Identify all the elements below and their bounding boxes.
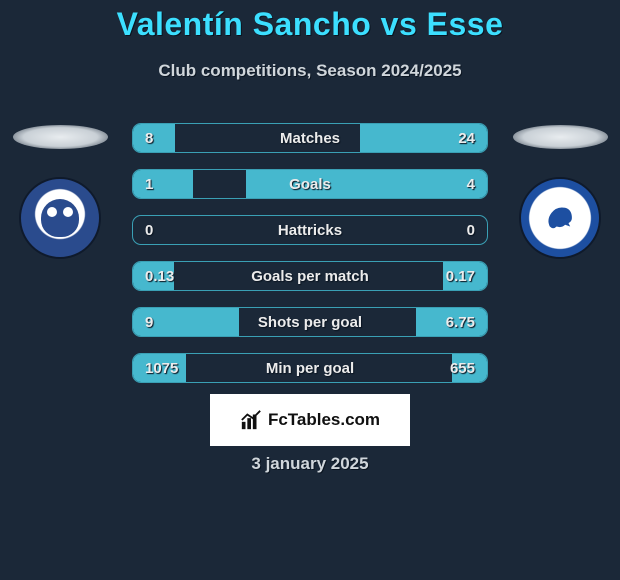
subtitle: Club competitions, Season 2024/2025: [0, 61, 620, 81]
stat-row: 0.130.17Goals per match: [132, 261, 488, 291]
brand-text: FcTables.com: [268, 410, 380, 430]
stats-bars: 824Matches 14Goals 00Hattricks 0.130.17Goal…: [132, 123, 488, 399]
stat-row: 96.75Shots per goal: [132, 307, 488, 337]
crest-left: [10, 125, 110, 259]
chart-icon: [240, 409, 262, 431]
stat-label: Hattricks: [133, 216, 487, 244]
crest-right: [510, 125, 610, 259]
crest-left-shadow: [13, 125, 108, 149]
owl-icon: [41, 199, 79, 237]
crest-left-badge: [19, 177, 101, 259]
stat-label: Shots per goal: [133, 308, 487, 336]
crest-right-badge: [519, 177, 601, 259]
stat-row: 1075655Min per goal: [132, 353, 488, 383]
brand-logo: FcTables.com: [210, 394, 410, 446]
stat-label: Goals: [133, 170, 487, 198]
crest-right-shadow: [513, 125, 608, 149]
stat-label: Min per goal: [133, 354, 487, 382]
lion-icon: [538, 196, 582, 240]
stat-row: 824Matches: [132, 123, 488, 153]
date: 3 january 2025: [0, 454, 620, 474]
stat-label: Goals per match: [133, 262, 487, 290]
stat-row: 14Goals: [132, 169, 488, 199]
stat-row: 00Hattricks: [132, 215, 488, 245]
stat-label: Matches: [133, 124, 487, 152]
page-title: Valentín Sancho vs Esse: [0, 0, 620, 43]
